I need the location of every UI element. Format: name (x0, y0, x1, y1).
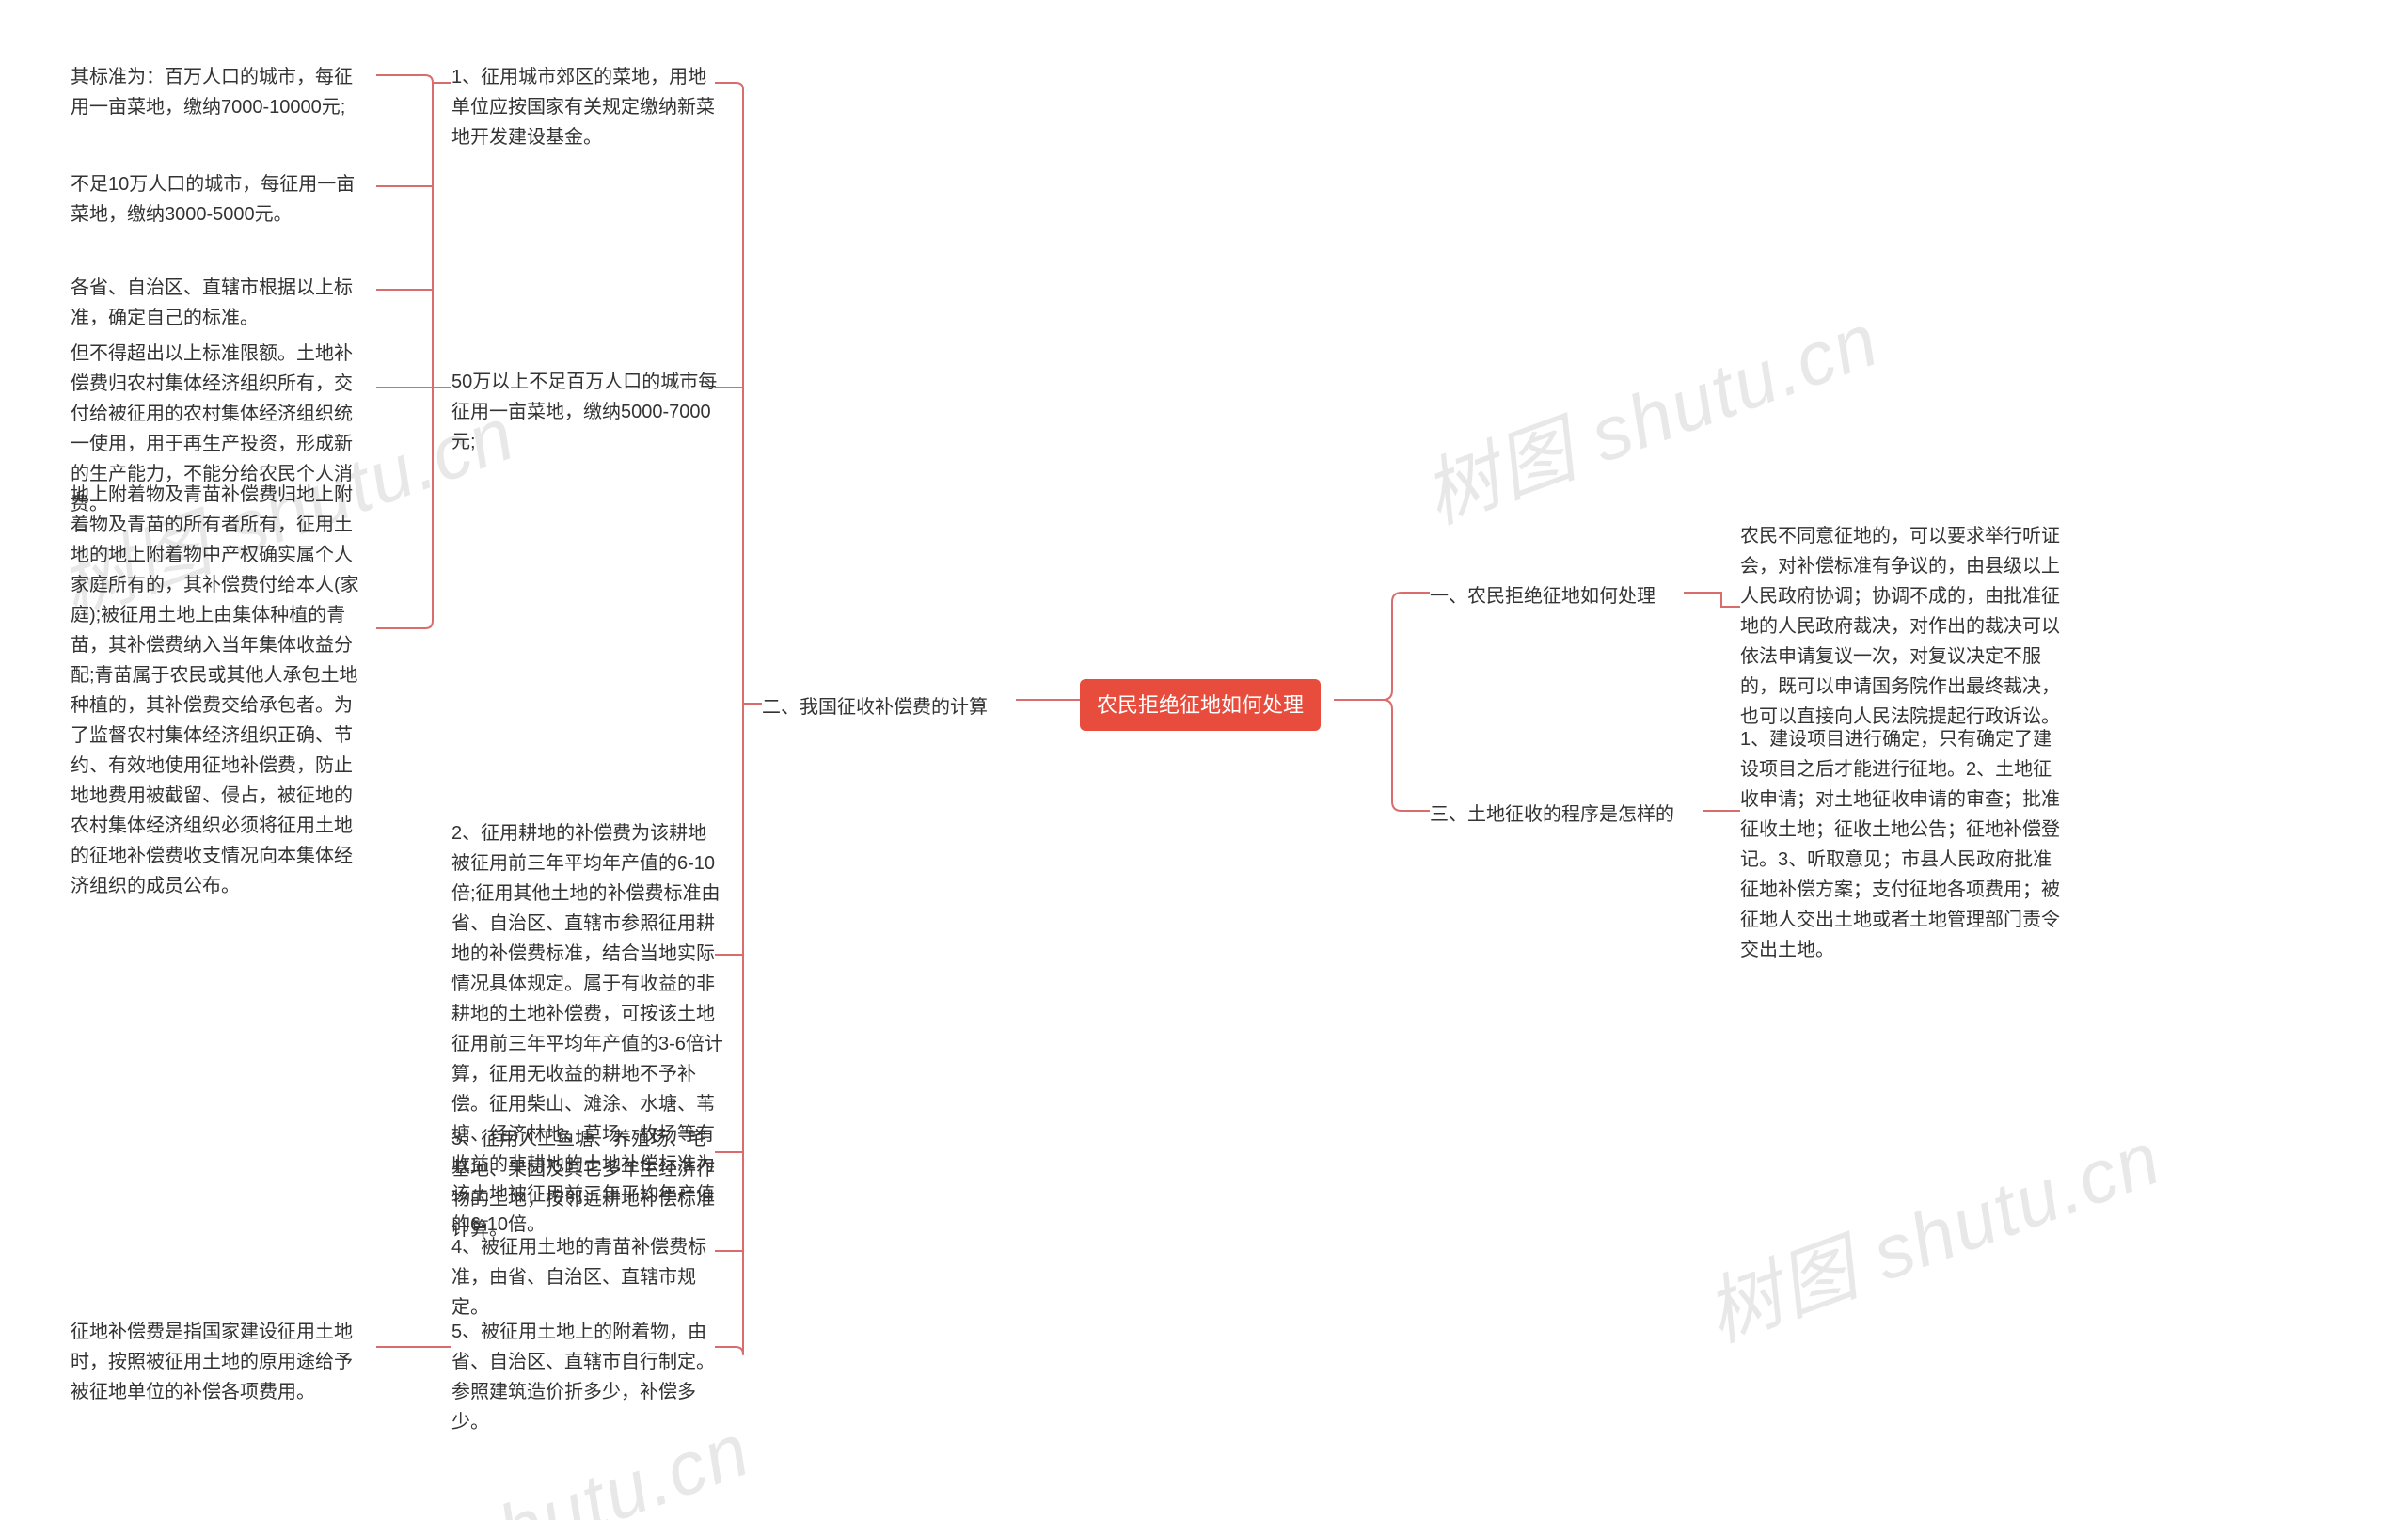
branch-three[interactable]: 三、土地征收的程序是怎样的 (1430, 800, 1674, 830)
sub-leaf-attachments: 地上附着物及青苗补偿费归地上附着物及青苗的所有者所有，征用土地的地上附着物中产权… (71, 480, 362, 901)
watermark: 树图 shutu.cn (1688, 1098, 2174, 1363)
sub-leaf-standard1: 其标准为：百万人口的城市，每征用一亩菜地，缴纳7000-10000元; (71, 62, 362, 122)
sub-leaf-under10w: 不足10万人口的城市，每征用一亩菜地，缴纳3000-5000元。 (71, 169, 362, 230)
left-child-3: 3、征用人工鱼塘、养殖场、宅基地、果园及其它多年生经济作物的土地，按邻近耕地补偿… (452, 1124, 724, 1244)
left-child-50w: 50万以上不足百万人口的城市每征用一亩菜地，缴纳5000-7000元; (452, 367, 724, 457)
sub-leaf-compensation-def: 征地补偿费是指国家建设征用土地时，按照被征用土地的原用途给予被征地单位的补偿各项… (71, 1317, 362, 1407)
branch-two[interactable]: 二、我国征收补偿费的计算 (762, 692, 988, 722)
branch-one[interactable]: 一、农民拒绝征地如何处理 (1430, 581, 1656, 611)
left-child-5: 5、被征用土地上的附着物，由省、自治区、直辖市自行制定。参照建筑造价折多少，补偿… (452, 1317, 724, 1437)
watermark: 树图 shutu.cn (1406, 279, 1892, 545)
branch-one-leaf: 农民不同意征地的，可以要求举行听证会，对补偿标准有争议的，由县级以上人民政府协调… (1740, 521, 2060, 732)
mindmap-root[interactable]: 农民拒绝征地如何处理 (1080, 679, 1321, 731)
left-child-1: 1、征用城市郊区的菜地，用地单位应按国家有关规定缴纳新菜地开发建设基金。 (452, 62, 724, 152)
branch-three-leaf: 1、建设项目进行确定，只有确定了建设项目之后才能进行征地。2、土地征收申请；对土… (1740, 724, 2060, 965)
sub-leaf-provinces: 各省、自治区、直辖市根据以上标准，确定自己的标准。 (71, 273, 362, 333)
left-child-4: 4、被征用土地的青苗补偿费标准，由省、自治区、直辖市规定。 (452, 1232, 724, 1322)
